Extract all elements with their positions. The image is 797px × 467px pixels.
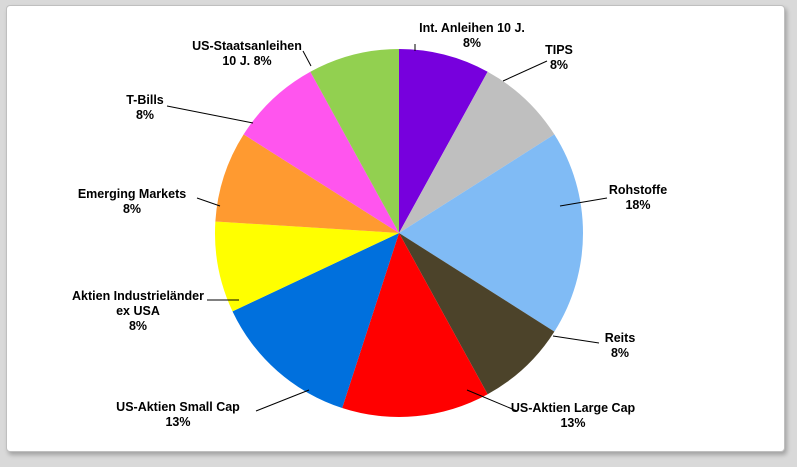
slice-label-line: 8% bbox=[136, 108, 154, 122]
leader-line bbox=[552, 335, 600, 344]
slice-label: US-Aktien Large Cap 13% bbox=[511, 401, 636, 430]
slice-label: TIPS 8% bbox=[545, 43, 573, 72]
slice-labels: Int. Anleihen 10 J. 8% TIPS 8%Rohstoffe 18%R… bbox=[72, 21, 667, 430]
leader-line bbox=[466, 389, 518, 412]
slice-label: Emerging Markets 8% bbox=[78, 187, 186, 216]
slice-label-line: US-Aktien Small Cap bbox=[116, 400, 240, 414]
leader-line bbox=[302, 50, 312, 67]
slice-label: Int. Anleihen 10 J. 8% bbox=[419, 21, 525, 50]
pie-slice bbox=[214, 221, 399, 312]
slice-label: US-Staatsanleihen 10 J. 8% bbox=[192, 39, 302, 68]
slice-label-line: T-Bills bbox=[126, 93, 164, 107]
pie-slice bbox=[342, 233, 488, 417]
slice-label-line: US-Staatsanleihen bbox=[192, 39, 302, 53]
slice-label: Aktien Industrieländer ex USA 8% bbox=[72, 289, 204, 333]
slice-label-line: Rohstoffe bbox=[609, 183, 667, 197]
slice-label-line: 8% bbox=[611, 346, 629, 360]
slice-label-line: 10 J. 8% bbox=[222, 54, 271, 68]
slice-label-line: Int. Anleihen 10 J. bbox=[419, 21, 525, 35]
slice-label-line: 13% bbox=[560, 416, 585, 430]
slice-label-line: 8% bbox=[550, 58, 568, 72]
leader-line bbox=[166, 105, 254, 124]
slice-label-line: 8% bbox=[463, 36, 481, 50]
pie-slice bbox=[399, 49, 488, 233]
pie-slice bbox=[243, 71, 399, 233]
slice-label-line: ex USA bbox=[116, 304, 160, 318]
slice-label: US-Aktien Small Cap 13% bbox=[116, 400, 240, 429]
slice-label-line: 18% bbox=[625, 198, 650, 212]
slice-label-line: Emerging Markets bbox=[78, 187, 186, 201]
slice-label: Rohstoffe 18% bbox=[609, 183, 667, 212]
leader-line bbox=[559, 197, 608, 207]
slice-label: T-Bills 8% bbox=[126, 93, 164, 122]
pie-slice bbox=[310, 49, 399, 233]
slice-label-line: TIPS bbox=[545, 43, 573, 57]
slice-label: Reits 8% bbox=[605, 331, 636, 360]
slice-label-line: 8% bbox=[129, 319, 147, 333]
slice-label-line: 8% bbox=[123, 202, 141, 216]
slice-label-line: 13% bbox=[165, 415, 190, 429]
pie-slice bbox=[399, 233, 555, 395]
leader-line bbox=[196, 197, 221, 207]
chart-frame: Int. Anleihen 10 J. 8% TIPS 8% Rohstoffe 18% R… bbox=[6, 5, 785, 452]
pie-slice bbox=[399, 134, 584, 332]
leader-line bbox=[502, 60, 548, 82]
pie-slices bbox=[214, 49, 584, 417]
pie-chart: Int. Anleihen 10 J. 8% TIPS 8%Rohstoffe 18%R… bbox=[72, 21, 667, 430]
leader-line bbox=[255, 389, 310, 412]
pie-slice bbox=[399, 71, 555, 233]
slice-label-line: Reits bbox=[605, 331, 636, 345]
pie-slice bbox=[215, 134, 399, 233]
slice-label-line: US-Aktien Large Cap bbox=[511, 401, 636, 415]
slice-label-line: Aktien Industrieländer bbox=[72, 289, 204, 303]
pie-slice bbox=[232, 233, 399, 408]
leader-lines bbox=[166, 44, 608, 412]
